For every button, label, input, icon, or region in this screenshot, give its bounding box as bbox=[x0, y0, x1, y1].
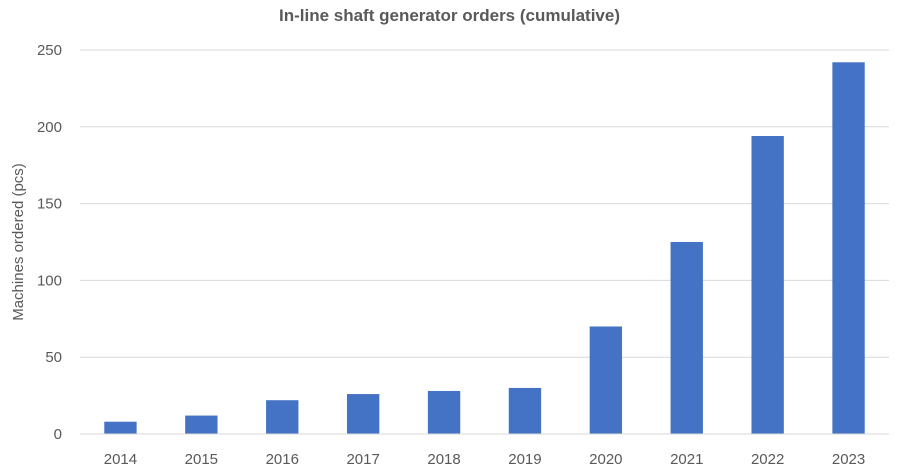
x-tick-label: 2023 bbox=[832, 451, 865, 468]
y-axis-ticks: 0 50 100 150 200 250 bbox=[37, 42, 62, 443]
x-tick-label: 2019 bbox=[508, 451, 541, 468]
x-axis-ticks: 2014 2015 2016 2017 2018 2019 2020 2021 2022 2023 bbox=[104, 451, 865, 468]
bar-2017 bbox=[346, 394, 380, 434]
x-tick-label: 2014 bbox=[104, 451, 137, 468]
y-tick-label: 200 bbox=[37, 119, 62, 136]
y-tick-label: 50 bbox=[45, 349, 62, 366]
bar-2015 bbox=[185, 415, 218, 434]
bar-2018 bbox=[427, 390, 461, 434]
x-tick-label: 2021 bbox=[670, 451, 703, 468]
bars bbox=[104, 62, 865, 435]
x-tick-label: 2020 bbox=[589, 451, 622, 468]
x-tick-label: 2016 bbox=[266, 451, 299, 468]
x-tick-label: 2022 bbox=[751, 451, 784, 468]
bar-2022 bbox=[751, 136, 784, 435]
y-tick-label: 150 bbox=[37, 196, 62, 213]
x-tick-label: 2017 bbox=[346, 451, 379, 468]
chart-title: In-line shaft generator orders (cumulati… bbox=[278, 6, 620, 25]
bar-2021 bbox=[670, 242, 703, 434]
bar-2014 bbox=[104, 421, 137, 434]
bar-2016 bbox=[266, 400, 299, 434]
y-axis-label: Machines ordered (pcs) bbox=[10, 163, 27, 321]
bar-2020 bbox=[589, 326, 623, 434]
bar-2023 bbox=[832, 62, 865, 435]
bar-2019 bbox=[508, 387, 542, 434]
y-tick-label: 0 bbox=[54, 426, 62, 443]
y-tick-label: 100 bbox=[37, 272, 62, 289]
x-tick-label: 2018 bbox=[427, 451, 460, 468]
y-tick-label: 250 bbox=[37, 42, 62, 59]
x-tick-label: 2015 bbox=[185, 451, 218, 468]
